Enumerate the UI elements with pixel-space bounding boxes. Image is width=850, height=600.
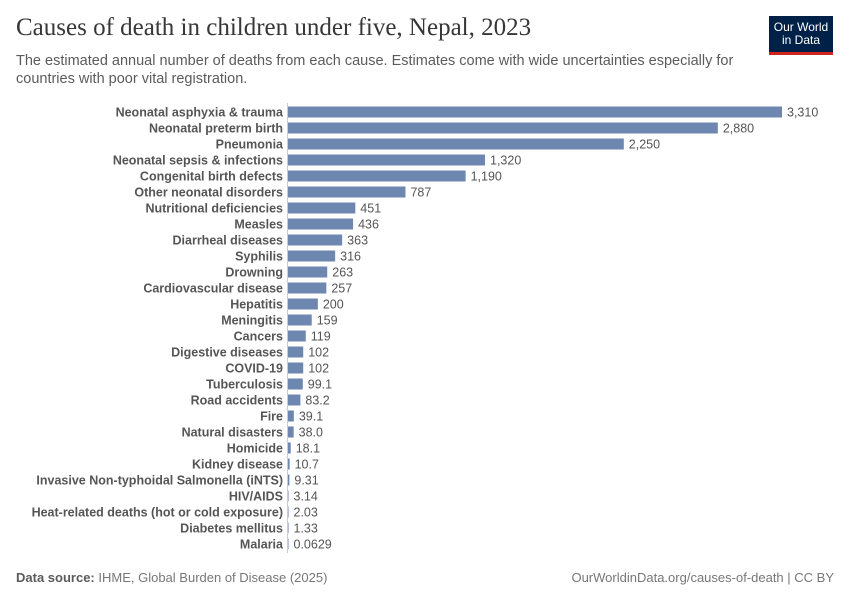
bar[interactable]	[288, 266, 328, 278]
category-label: Kidney disease	[192, 458, 283, 472]
value-label: 0.0629	[294, 538, 332, 552]
category-label: HIV/AIDS	[229, 490, 283, 504]
category-label: Tuberculosis	[206, 378, 283, 392]
footer-url[interactable]: OurWorldinData.org/causes-of-death | CC …	[571, 570, 834, 585]
bar[interactable]	[288, 154, 486, 166]
value-label: 263	[332, 266, 353, 280]
bar[interactable]	[288, 410, 294, 422]
bar[interactable]	[288, 394, 301, 406]
value-label: 787	[410, 186, 431, 200]
category-label: Syphilis	[235, 250, 283, 264]
value-label: 119	[311, 330, 331, 344]
category-label: Neonatal asphyxia & trauma	[116, 106, 284, 120]
bar[interactable]	[288, 474, 290, 486]
category-label: Homicide	[227, 442, 283, 456]
value-label: 2.03	[294, 506, 318, 520]
bar[interactable]	[288, 490, 289, 502]
category-label: Invasive Non-typhoidal Salmonella (iNTS)	[36, 474, 283, 488]
bar[interactable]	[288, 426, 294, 438]
bar[interactable]	[288, 218, 354, 230]
bar[interactable]	[288, 170, 466, 182]
value-label: 83.2	[305, 394, 329, 408]
category-label: Meningitis	[221, 314, 283, 328]
category-label: COVID-19	[225, 362, 283, 376]
value-label: 316	[340, 250, 361, 264]
category-label: Natural disasters	[182, 426, 283, 440]
category-label: Cardiovascular disease	[143, 282, 283, 296]
value-label: 9.31	[294, 474, 318, 488]
category-label: Measles	[234, 218, 283, 232]
bar[interactable]	[288, 298, 318, 310]
bar[interactable]	[288, 538, 289, 550]
bar[interactable]	[288, 250, 336, 262]
bar[interactable]	[288, 234, 343, 246]
bar[interactable]	[288, 506, 289, 518]
owid-logo[interactable]: Our World in Data	[769, 16, 833, 55]
value-label: 200	[323, 298, 344, 312]
value-label: 102	[308, 346, 329, 360]
bar[interactable]	[288, 458, 290, 470]
category-label: Malaria	[240, 538, 284, 552]
bar[interactable]	[288, 362, 304, 374]
value-label: 3.14	[294, 490, 318, 504]
value-label: 102	[308, 362, 329, 376]
category-label: Pneumonia	[216, 138, 284, 152]
bar[interactable]	[288, 122, 718, 134]
value-label: 10.7	[295, 458, 319, 472]
data-source: Data source: IHME, Global Burden of Dise…	[16, 570, 327, 585]
category-label: Neonatal sepsis & infections	[113, 154, 283, 168]
bar[interactable]	[288, 522, 289, 534]
category-label: Digestive diseases	[171, 346, 283, 360]
source-text: IHME, Global Burden of Disease (2025)	[98, 570, 328, 585]
value-label: 1,190	[471, 170, 502, 184]
bar[interactable]	[288, 202, 356, 214]
value-label: 363	[347, 234, 368, 248]
category-label: Road accidents	[191, 394, 283, 408]
category-label: Nutritional deficiencies	[145, 202, 283, 216]
value-label: 1,320	[490, 154, 521, 168]
value-label: 3,310	[787, 106, 818, 120]
value-label: 2,880	[723, 122, 754, 136]
bar[interactable]	[288, 378, 303, 390]
bar[interactable]	[288, 186, 406, 198]
category-label: Congenital birth defects	[140, 170, 283, 184]
bar[interactable]	[288, 442, 291, 454]
category-label: Drowning	[225, 266, 283, 280]
category-label: Other neonatal disorders	[134, 186, 283, 200]
value-label: 257	[331, 282, 352, 296]
bar[interactable]	[288, 314, 312, 326]
category-label: Fire	[260, 410, 283, 424]
bar[interactable]	[288, 282, 327, 294]
value-label: 99.1	[308, 378, 332, 392]
bar[interactable]	[288, 138, 624, 150]
bar[interactable]	[288, 330, 306, 342]
category-label: Hepatitis	[230, 298, 283, 312]
bar[interactable]	[288, 106, 782, 118]
value-label: 451	[360, 202, 381, 216]
chart-title: Causes of death in children under five, …	[16, 14, 532, 41]
value-label: 1.33	[294, 522, 318, 536]
bar[interactable]	[288, 346, 304, 358]
category-label: Cancers	[234, 330, 283, 344]
value-label: 39.1	[299, 410, 323, 424]
value-label: 159	[317, 314, 338, 328]
category-label: Diabetes mellitus	[180, 522, 283, 536]
category-label: Diarrheal diseases	[173, 234, 284, 248]
value-label: 2,250	[629, 138, 660, 152]
value-label: 18.1	[296, 442, 320, 456]
chart-subtitle: The estimated annual number of deaths fr…	[16, 53, 734, 87]
value-label: 38.0	[299, 426, 323, 440]
category-label: Heat-related deaths (hot or cold exposur…	[32, 506, 283, 520]
category-label: Neonatal preterm birth	[149, 122, 283, 136]
value-label: 436	[358, 218, 379, 232]
source-label: Data source:	[16, 570, 95, 585]
